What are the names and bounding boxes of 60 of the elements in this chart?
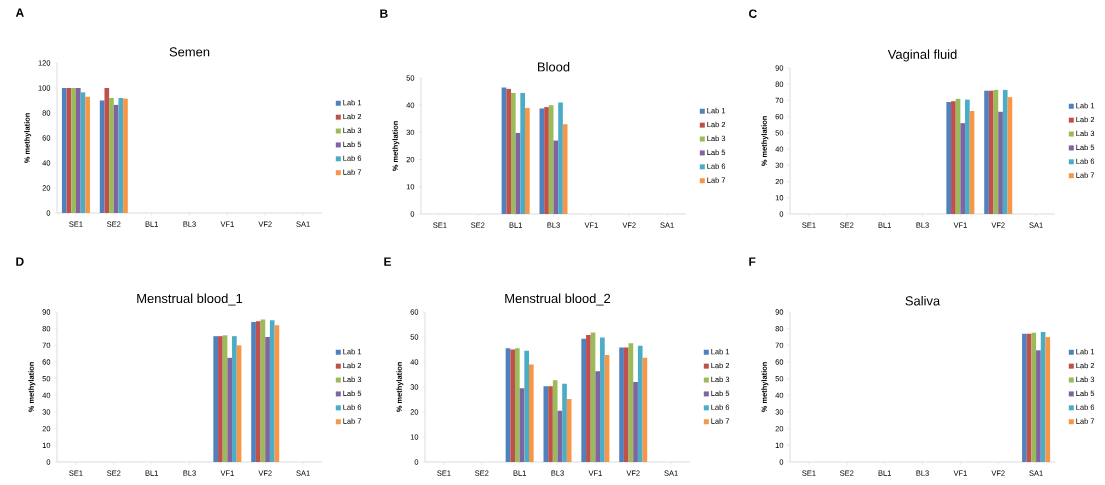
bar — [946, 102, 952, 214]
bar — [548, 105, 554, 214]
bar — [251, 321, 256, 462]
bar — [514, 348, 520, 462]
bar — [213, 336, 219, 462]
bar — [227, 357, 233, 462]
bar — [75, 87, 81, 213]
bar — [1002, 89, 1008, 214]
bar — [524, 350, 529, 462]
text: C — [749, 9, 757, 18]
bar — [265, 336, 270, 462]
bar — [600, 337, 605, 462]
bar — [619, 347, 624, 462]
chart-title: Menstrual blood_1 — [137, 293, 243, 306]
chart-title: Semen — [169, 47, 210, 57]
bar — [623, 347, 629, 462]
bar — [562, 383, 567, 462]
bar — [562, 124, 568, 214]
bar — [633, 381, 638, 462]
bar — [520, 92, 525, 214]
bar — [104, 87, 110, 213]
bar — [71, 87, 76, 213]
bar — [524, 107, 530, 214]
bar — [61, 87, 67, 213]
bar — [232, 336, 237, 462]
chart-title: Menstrual blood_2 — [505, 293, 611, 306]
bar — [595, 371, 601, 462]
text: F — [749, 257, 756, 266]
bar — [510, 92, 516, 214]
bar — [951, 101, 956, 214]
bar — [581, 338, 587, 462]
bar — [118, 97, 124, 213]
bar — [544, 107, 549, 214]
text: A — [15, 8, 24, 17]
bar — [510, 349, 515, 462]
chart-title: Saliva — [905, 295, 941, 306]
bar — [269, 320, 275, 462]
bar — [586, 334, 591, 462]
bar — [506, 88, 511, 214]
bar — [548, 386, 553, 462]
bar — [218, 336, 223, 462]
text: B — [380, 9, 388, 18]
bar — [255, 321, 261, 462]
bar — [998, 111, 1003, 214]
bar — [965, 99, 970, 214]
bar — [960, 123, 966, 214]
bar — [637, 345, 643, 462]
text: D — [16, 257, 24, 266]
chart-title: Vaginal fluid — [887, 49, 957, 62]
bar — [566, 398, 572, 462]
bar — [558, 102, 563, 214]
bar — [552, 380, 558, 462]
chart-title: Blood — [538, 61, 570, 72]
text: E — [384, 257, 392, 266]
bar — [528, 364, 534, 462]
bar — [85, 96, 90, 213]
bar — [123, 98, 128, 213]
bar — [109, 97, 114, 213]
bar — [988, 90, 994, 214]
bar — [984, 90, 989, 214]
